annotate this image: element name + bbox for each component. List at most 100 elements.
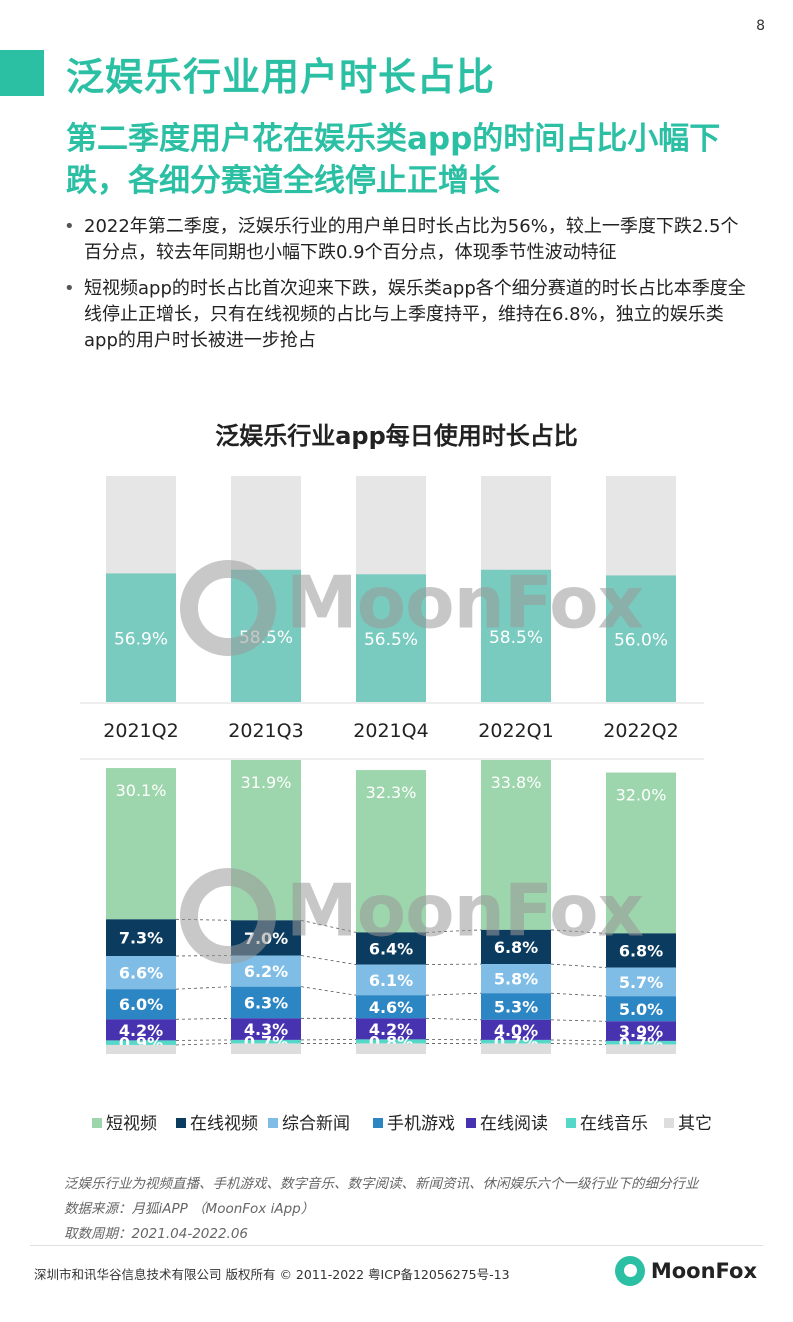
bar-segment-label: 31.9% <box>241 773 292 792</box>
footer-divider <box>30 1245 763 1246</box>
bar-segment <box>481 929 551 965</box>
note-source: 数据来源：月狐iAPP （MoonFox iApp） <box>64 1201 315 1217</box>
legend-swatch <box>466 1118 476 1128</box>
bar-segment <box>106 1044 176 1054</box>
bar-segment-label: 6.3% <box>244 993 288 1012</box>
bar-segment <box>481 993 551 1020</box>
bar-segment-label: 6.8% <box>494 938 538 957</box>
footer-logo-text: MoonFox <box>650 1259 757 1283</box>
bar-segment-label: 32.3% <box>366 783 417 802</box>
bar-segment-label: 6.8% <box>619 941 663 960</box>
watermark-bottom: MoonFox <box>180 868 644 964</box>
legend-swatch <box>373 1118 383 1128</box>
connector-line <box>550 1039 607 1042</box>
bar-segment <box>106 768 176 920</box>
bar-segment <box>356 995 426 1019</box>
footer-copyright: 深圳市和讯华谷信息技术有限公司 版权所有 © 2011-2022 粤ICP备12… <box>34 1267 510 1282</box>
legend-label: 在线音乐 <box>580 1114 648 1134</box>
legend-label: 在线阅读 <box>480 1114 548 1134</box>
bar-segment <box>356 770 426 933</box>
connector-line <box>425 1039 482 1041</box>
top-bar-label: 56.5% <box>364 630 418 650</box>
legend-label: 其它 <box>678 1114 712 1134</box>
connector-line <box>550 963 607 968</box>
top-bar-label: 56.0% <box>614 631 668 651</box>
bar-segment <box>106 989 176 1020</box>
top-bar-entertainment <box>606 575 676 702</box>
bar-segment-label: 4.2% <box>119 1021 163 1040</box>
connector-line <box>175 986 232 990</box>
page-title: 泛娱乐行业用户时长占比 <box>66 55 496 99</box>
bar-segment <box>106 1040 176 1045</box>
bar-segment-label: 30.1% <box>116 781 167 800</box>
top-bar-entertainment <box>481 569 551 702</box>
legend-swatch <box>176 1118 186 1128</box>
bar-segment-label: 5.8% <box>494 970 538 989</box>
connector-line <box>550 992 607 997</box>
top-bar-entertainment <box>106 573 176 702</box>
top-bar-entertainment <box>356 574 426 702</box>
note-definition: 泛娱乐行业为视频直播、手机游戏、数字音乐、数字阅读、新闻资讯、休闲娱乐六个一级行… <box>64 1176 699 1192</box>
top-bar-label: 56.9% <box>114 630 168 650</box>
bar-segment-label: 5.0% <box>619 1000 663 1019</box>
bar-segment <box>481 1043 551 1054</box>
legend-label: 短视频 <box>106 1114 157 1134</box>
bar-segment-label: 32.0% <box>616 786 667 805</box>
bar-segment-label: 4.3% <box>244 1020 288 1039</box>
bar-segment-label: 3.9% <box>619 1022 663 1041</box>
legend-label: 综合新闻 <box>282 1114 350 1134</box>
bar-segment <box>356 1039 426 1044</box>
chart-title: 泛娱乐行业app每日使用时长占比 <box>215 422 578 450</box>
watermark-text: MoonFox <box>286 868 644 953</box>
bar-segment <box>231 1018 301 1040</box>
bar-segment <box>106 1019 176 1041</box>
bar-segment-label: 6.6% <box>119 964 163 983</box>
bar-segment-label: 4.0% <box>494 1021 538 1040</box>
connector-line <box>425 963 482 965</box>
connector-line <box>425 1017 482 1021</box>
bar-segment <box>606 1021 676 1041</box>
bar-segment <box>481 1039 551 1044</box>
bar-segment <box>606 933 676 968</box>
legend-swatch <box>664 1118 674 1128</box>
connector-line <box>175 1043 232 1046</box>
legend-label: 手机游戏 <box>387 1114 455 1134</box>
bar-segment <box>356 1018 426 1040</box>
bar-segment <box>356 932 426 965</box>
watermark-text: MoonFox <box>286 560 644 645</box>
bar-segment <box>356 964 426 996</box>
bar-segment <box>481 964 551 994</box>
moonfox-watermark-icon <box>180 560 276 656</box>
bar-segment <box>606 1044 676 1054</box>
connector-line <box>550 1019 607 1022</box>
bar-segment-label: 33.8% <box>491 773 542 792</box>
bar-segment <box>606 996 676 1022</box>
bar-segment-label: 6.0% <box>119 995 163 1014</box>
footer-logo: MoonFox <box>614 1256 757 1286</box>
connector-line <box>175 1017 232 1020</box>
legend-label: 在线视频 <box>190 1114 258 1134</box>
category-label: 2021Q4 <box>353 720 428 742</box>
category-label: 2021Q2 <box>103 720 178 742</box>
watermark-top: MoonFox <box>180 560 644 656</box>
bar-segment <box>106 956 176 990</box>
bar-segment-label: 5.7% <box>619 973 663 992</box>
page-number: 8 <box>756 18 765 34</box>
bar-segment <box>231 1043 301 1054</box>
bar-segment <box>606 772 676 934</box>
connector-line <box>550 1043 607 1045</box>
bar-segment-label: 6.2% <box>244 962 288 981</box>
note-period: 取数周期：2021.04-2022.06 <box>64 1226 249 1242</box>
bar-segment <box>231 986 301 1019</box>
connector-line <box>425 992 482 996</box>
page-subtitle: 第二季度用户花在娱乐类app的时间占比小幅下跌，各细分赛道全线停止正增长 <box>66 121 721 199</box>
category-label: 2022Q2 <box>603 720 678 742</box>
category-label: 2021Q3 <box>228 720 303 742</box>
chart-notes: 泛娱乐行业为视频直播、手机游戏、数字音乐、数字阅读、新闻资讯、休闲娱乐六个一级行… <box>64 1172 764 1247</box>
title-accent-bar <box>0 50 44 96</box>
legend-swatch <box>92 1118 102 1128</box>
bar-segment-label: 4.6% <box>369 998 413 1017</box>
bar-segment-label: 6.1% <box>369 971 413 990</box>
bar-segment <box>231 1039 301 1044</box>
bar-segment-label: 4.2% <box>369 1020 413 1039</box>
